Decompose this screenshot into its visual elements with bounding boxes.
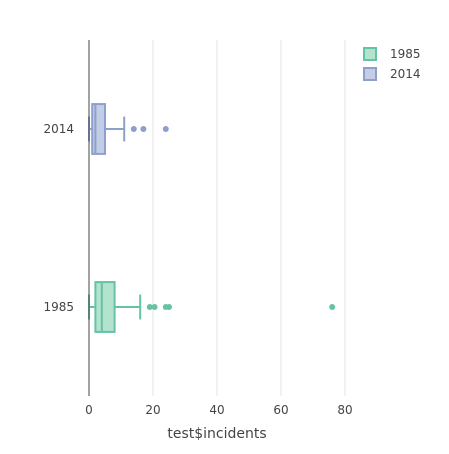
outlier-point (140, 126, 147, 132)
x-tick-label: 40 (209, 403, 224, 417)
outlier-point (130, 126, 137, 132)
x-tick-label: 60 (273, 403, 288, 417)
y-tick-label: 1985 (43, 300, 74, 314)
y-axis-tick-labels: 1985 2014 (43, 122, 74, 314)
x-axis-tick-labels: 0 20 40 60 80 (85, 403, 352, 417)
box-iqr (94, 281, 116, 333)
x-gridlines (152, 40, 346, 396)
legend-item-2014[interactable]: 2014 (363, 67, 421, 81)
legend-swatch (363, 67, 377, 81)
box-series (88, 103, 336, 333)
outlier-point (166, 304, 172, 310)
y-tick-label: 2014 (43, 122, 74, 136)
outlier-point (151, 304, 158, 310)
outlier-point (146, 304, 153, 310)
legend-item-1985[interactable]: 1985 (363, 47, 421, 61)
legend-swatch (363, 47, 377, 61)
box-iqr (91, 103, 106, 155)
outlier-point (329, 304, 336, 310)
x-tick-label: 20 (145, 403, 160, 417)
box-1985 (88, 281, 336, 333)
legend-label: 1985 (390, 47, 421, 61)
legend-label: 2014 (390, 67, 421, 81)
x-tick-label: 0 (85, 403, 93, 417)
x-tick-label: 80 (337, 403, 352, 417)
x-axis-title: test$incidents (167, 426, 266, 442)
legend[interactable]: 1985 2014 (363, 47, 421, 81)
outlier-point (162, 126, 169, 132)
box-2014 (88, 103, 169, 155)
